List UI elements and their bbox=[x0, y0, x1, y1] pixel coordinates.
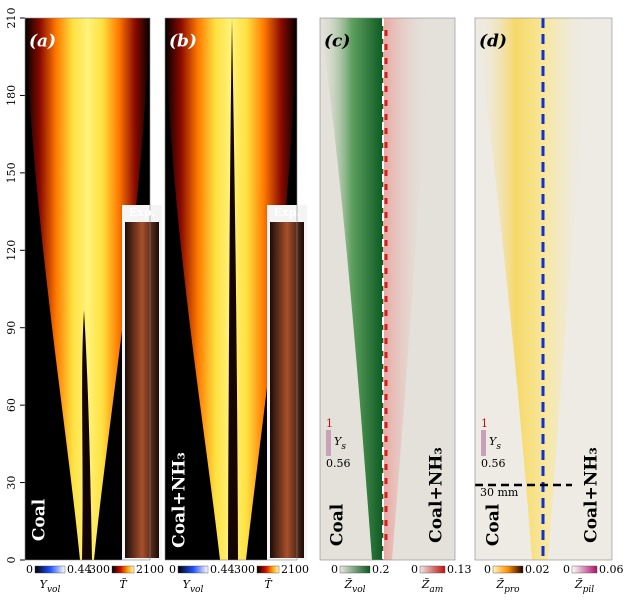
symbol-sub: am bbox=[429, 585, 443, 595]
symbol-main: Y bbox=[40, 578, 49, 591]
symbol: Yvol bbox=[40, 578, 61, 595]
panel-frame bbox=[319, 17, 456, 561]
legend-bar bbox=[326, 430, 331, 456]
colorbar bbox=[111, 565, 135, 574]
colorbar-min: 300 bbox=[89, 563, 110, 576]
symbol-main: Y bbox=[489, 435, 498, 448]
symbol-sub: vol bbox=[352, 585, 366, 595]
symbol-sub: s bbox=[341, 442, 346, 452]
legend-bar bbox=[481, 430, 486, 456]
legend-min: 0.56 bbox=[326, 457, 351, 470]
symbol-main: Z̃ bbox=[343, 578, 352, 591]
colorbar-min: 0 bbox=[169, 563, 176, 576]
symbol-main: T̃ bbox=[264, 578, 273, 591]
symbol: Z̃pil bbox=[574, 578, 594, 595]
legend-max: 1 bbox=[326, 417, 333, 430]
symbol-sub: s bbox=[496, 442, 501, 452]
case-label: Coal+NH₃ bbox=[170, 452, 190, 548]
colorbar-max: 2100 bbox=[281, 563, 309, 576]
colorbar bbox=[339, 565, 371, 574]
case-label: Coal bbox=[30, 498, 50, 541]
case-label: Coal bbox=[328, 503, 348, 546]
symbol-main: Y bbox=[334, 435, 343, 448]
symbol-main: Z̃ bbox=[495, 578, 504, 591]
symbol: Z̃am bbox=[421, 578, 444, 595]
inset-label: Exp. bbox=[274, 206, 300, 219]
symbol-main: Y bbox=[183, 578, 192, 591]
colorbar-max: 0.2 bbox=[372, 563, 390, 576]
symbol-main: T̃ bbox=[119, 578, 128, 591]
annotation: 30 mm bbox=[480, 486, 519, 499]
y-tick-label: 90 bbox=[5, 321, 18, 335]
colorbar-max: 0.44 bbox=[210, 563, 235, 576]
colorbar-min: 0 bbox=[484, 563, 491, 576]
symbol-main: Z̃ bbox=[574, 578, 583, 591]
colorbar-max: 0.13 bbox=[447, 563, 472, 576]
panel-label: (c) bbox=[324, 32, 350, 52]
symbol-main: Z̃ bbox=[421, 578, 430, 591]
panel-label: (a) bbox=[29, 32, 56, 52]
symbol-sub: pro bbox=[504, 585, 520, 595]
colorbar bbox=[419, 565, 446, 574]
colorbar-min: 0 bbox=[26, 563, 33, 576]
colorbar bbox=[34, 565, 66, 574]
colorbar-max: 0.06 bbox=[599, 563, 624, 576]
colorbar bbox=[177, 565, 209, 574]
symbol-sub: vol bbox=[47, 585, 61, 595]
panel-label: (b) bbox=[169, 32, 197, 52]
symbol: Ys bbox=[334, 435, 346, 452]
colorbar-max: 2100 bbox=[136, 563, 164, 576]
panel-frame bbox=[474, 17, 613, 561]
y-tick-label: 60 bbox=[5, 398, 18, 412]
y-tick-label: 210 bbox=[5, 8, 18, 29]
field-images bbox=[25, 18, 612, 560]
symbol: T̃ bbox=[119, 578, 128, 591]
y-tick-label: 180 bbox=[5, 85, 18, 106]
case-label: Coal+NH₃ bbox=[582, 447, 602, 543]
symbol: Yvol bbox=[183, 578, 204, 595]
colorbar-min: 0 bbox=[411, 563, 418, 576]
legend-max: 1 bbox=[481, 417, 488, 430]
colorbar bbox=[571, 565, 598, 574]
colorbar-min: 300 bbox=[234, 563, 255, 576]
colorbar bbox=[256, 565, 280, 574]
panel-label: (d) bbox=[479, 32, 507, 52]
symbol: Ys bbox=[489, 435, 501, 452]
y-tick-label: 120 bbox=[5, 240, 18, 261]
symbol-sub: pil bbox=[583, 585, 595, 595]
symbol: T̃ bbox=[264, 578, 273, 591]
colorbar-min: 0 bbox=[563, 563, 570, 576]
colorbar bbox=[492, 565, 524, 574]
legend-min: 0.56 bbox=[481, 457, 506, 470]
inset-label: Exp. bbox=[129, 206, 155, 219]
case-label: Coal bbox=[484, 503, 504, 546]
y-tick-label: 30 bbox=[5, 476, 18, 490]
colorbar-max: 0.02 bbox=[525, 563, 550, 576]
panel-frame bbox=[164, 17, 298, 561]
y-tick-label: 0 bbox=[5, 557, 18, 564]
panel-frame bbox=[24, 17, 151, 561]
symbol: Z̃vol bbox=[343, 578, 365, 595]
y-tick-label: 150 bbox=[5, 162, 18, 183]
symbol: Z̃pro bbox=[495, 578, 520, 595]
colorbar-max: 0.44 bbox=[67, 563, 92, 576]
case-label: Coal+NH₃ bbox=[427, 447, 447, 543]
colorbar-min: 0 bbox=[331, 563, 338, 576]
symbol-sub: vol bbox=[190, 585, 204, 595]
